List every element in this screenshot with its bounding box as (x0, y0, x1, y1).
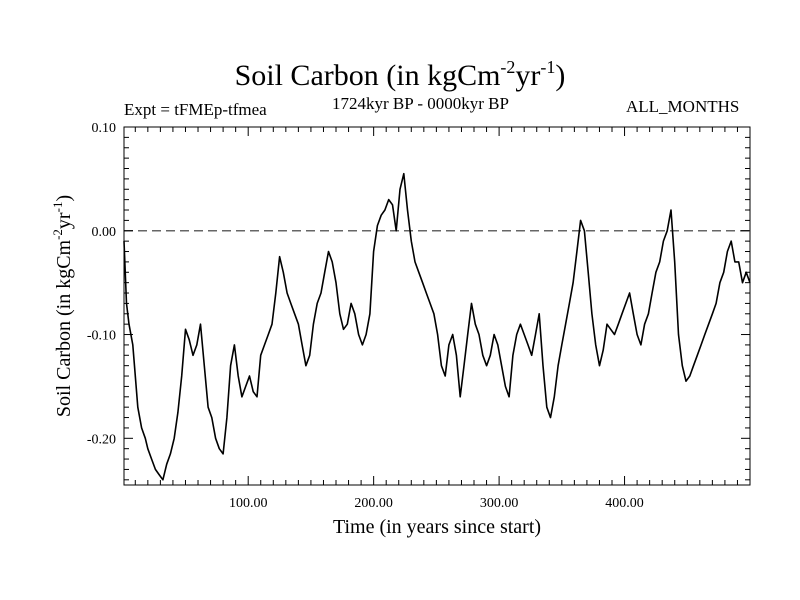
x-tick-label: 200.00 (354, 496, 393, 511)
y-tick-label: -0.20 (87, 432, 116, 447)
time-range-label: 1724kyr BP - 0000kyr BP (332, 94, 509, 113)
x-tick-label: 400.00 (605, 496, 644, 511)
y-tick-label: 0.10 (92, 121, 117, 136)
y-tick-label: -0.10 (87, 329, 116, 344)
x-tick-label: 100.00 (229, 496, 268, 511)
x-axis-ticks: 100.00 200.00 300.00 400.00 (134, 127, 751, 511)
x-axis-label: Time (in years since start) (333, 516, 541, 538)
months-label: ALL_MONTHS (626, 97, 740, 116)
y-axis-ticks: 0.10 0.00 -0.10 -0.20 (87, 121, 750, 481)
y-axis-label: Soil Carbon (in kgCm-2yr-1) (50, 195, 75, 417)
plot-frame (123, 126, 751, 486)
chart-title: Soil Carbon (in kgCm-2yr-1) (234, 57, 566, 92)
y-tick-label: 0.00 (92, 225, 117, 240)
experiment-label: Expt = tFMEp-tfmea (124, 100, 267, 119)
data-series-line (123, 172, 751, 481)
x-tick-label: 300.00 (480, 496, 519, 511)
